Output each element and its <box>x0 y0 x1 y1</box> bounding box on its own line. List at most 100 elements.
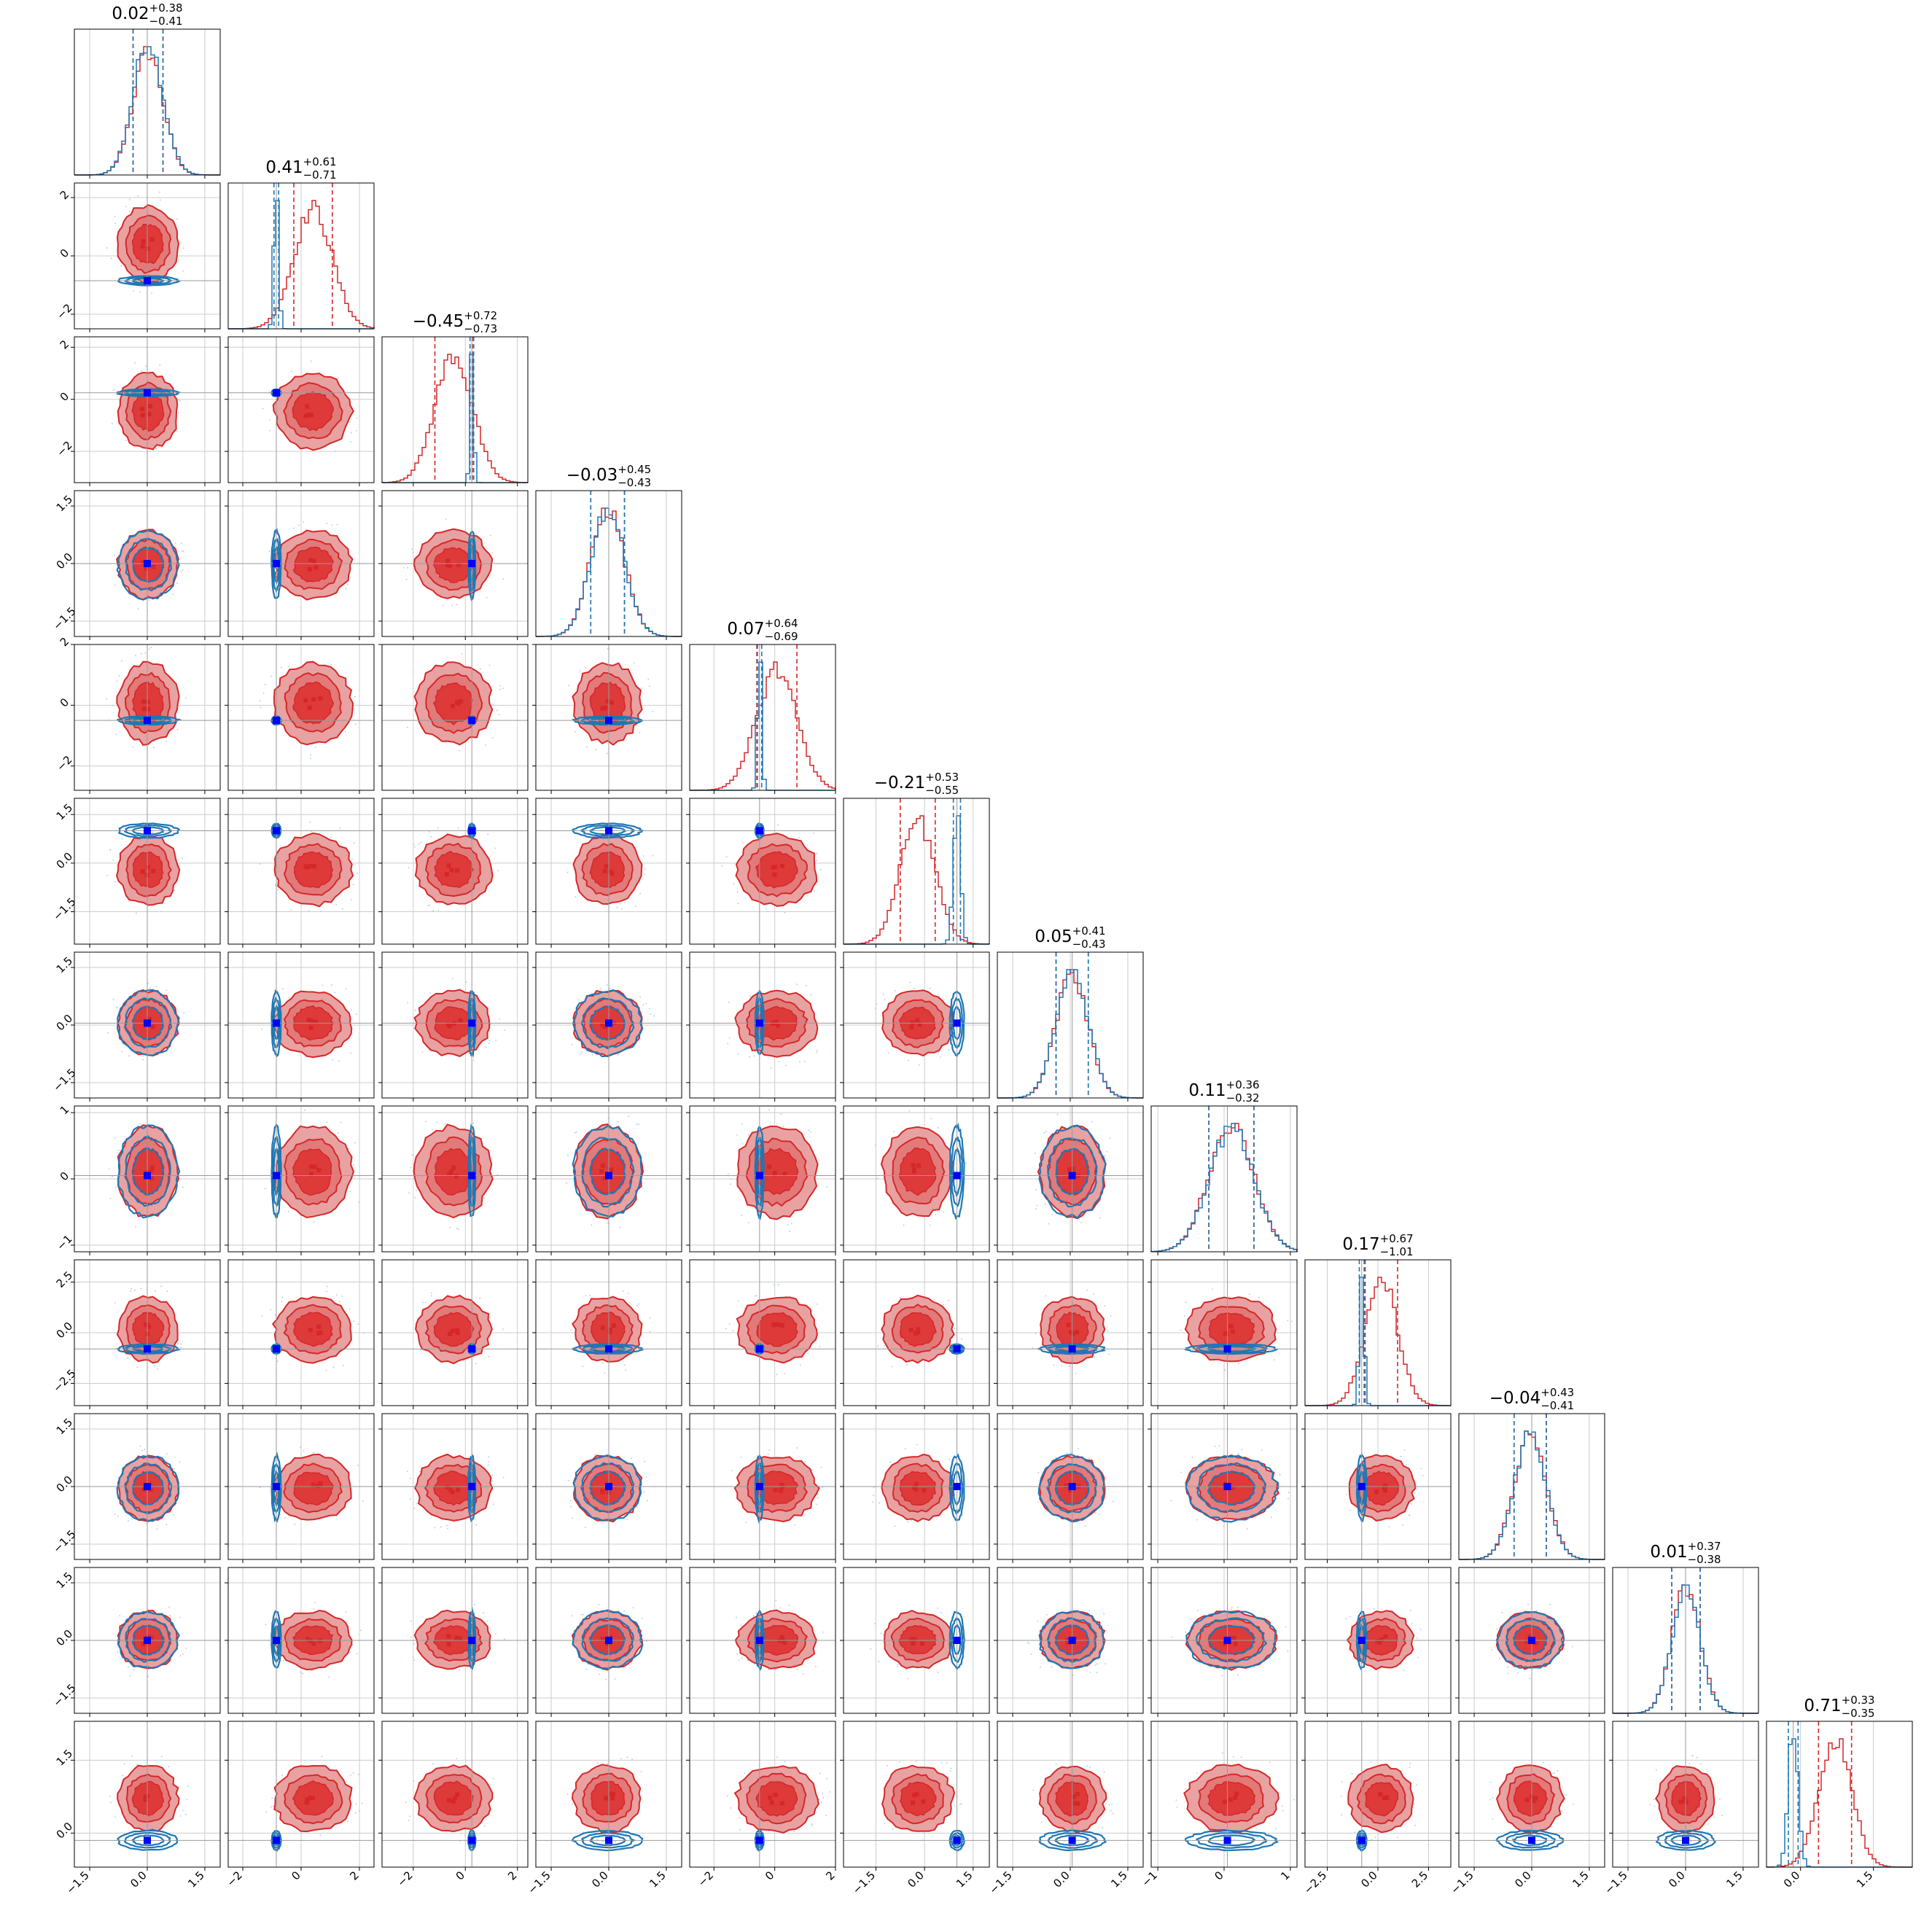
red-marker <box>1683 1799 1688 1804</box>
scatter-point <box>485 744 487 746</box>
scatter-point <box>121 1051 123 1053</box>
scatter-point <box>959 1804 961 1806</box>
scatter-point <box>165 1524 168 1526</box>
scatter-point <box>472 1122 475 1124</box>
scatter-point <box>778 1061 780 1063</box>
scatter-point <box>1045 1295 1047 1297</box>
red-marker <box>600 1022 605 1027</box>
scatter-point <box>411 548 413 550</box>
scatter-point <box>440 1526 442 1528</box>
scatter-point <box>737 903 739 905</box>
scatter-point <box>879 1502 881 1504</box>
marginal-panel-7-7: 0.11+0.36 −0.32 <box>1150 1078 1298 1255</box>
scatter-point <box>1649 1804 1651 1805</box>
scatter-point <box>310 757 311 760</box>
scatter-point <box>1419 1629 1422 1630</box>
red-marker <box>1531 1799 1536 1804</box>
scatter-point <box>491 1480 494 1482</box>
scatter-point <box>889 1461 891 1463</box>
scatter-point <box>118 675 120 677</box>
panel-border <box>381 336 529 483</box>
scatter-point <box>1549 1603 1551 1605</box>
scatter-point <box>341 1296 343 1297</box>
scatter-point <box>352 884 354 886</box>
scatter-point <box>1290 1320 1293 1323</box>
scatter-point <box>1496 1628 1498 1630</box>
red-marker <box>1075 1801 1080 1806</box>
scatter-point <box>447 1527 448 1530</box>
joint-panel-9-8 <box>1301 1413 1452 1563</box>
y-tick-label: 2.5 <box>54 1269 76 1290</box>
red-marker <box>911 1163 916 1168</box>
joint-panel-10-3 <box>532 1567 682 1717</box>
red-marker <box>607 869 612 874</box>
y-tick-label: 2 <box>58 188 71 202</box>
scatter-point <box>293 527 295 529</box>
red-marker <box>779 1635 784 1640</box>
red-marker <box>446 863 451 868</box>
panel-border <box>843 1721 990 1868</box>
scatter-point <box>822 1631 824 1633</box>
joint-panel-6-4 <box>686 951 836 1102</box>
scatter-point <box>420 1349 422 1351</box>
scatter-point <box>414 1197 416 1199</box>
red-marker <box>920 1641 925 1646</box>
truth-marker <box>1223 1637 1231 1644</box>
red-marker <box>1070 1331 1075 1336</box>
scatter-point <box>1112 1500 1114 1503</box>
scatter-point <box>566 1182 567 1184</box>
scatter-point <box>350 441 352 443</box>
scatter-point <box>965 1162 967 1164</box>
red-marker <box>315 1484 320 1489</box>
red-marker <box>910 1020 915 1025</box>
truth-marker <box>144 1019 151 1027</box>
scatter-point <box>334 450 336 452</box>
scatter-point <box>1048 1223 1050 1225</box>
scatter-point <box>1370 1761 1372 1763</box>
scatter-point <box>1106 1150 1107 1153</box>
truth-marker <box>273 827 280 835</box>
scatter-point <box>495 1633 496 1635</box>
red-marker <box>921 1799 926 1804</box>
red-marker <box>141 699 146 704</box>
scatter-point <box>1707 1823 1710 1825</box>
scatter-point <box>1037 1620 1039 1622</box>
scatter-point <box>137 608 139 610</box>
scatter-point <box>876 1177 879 1180</box>
title-minus: −0.32 <box>1226 1091 1260 1105</box>
scatter-point <box>180 542 182 544</box>
scatter-point <box>749 995 751 997</box>
marginal-title: 0.07+0.64 −0.69 <box>727 617 798 643</box>
scatter-point <box>362 1332 365 1334</box>
joint-panel-10-6 <box>994 1567 1144 1717</box>
scatter-point <box>644 868 646 870</box>
scatter-point <box>585 1295 587 1296</box>
x-tick-label: 0.0 <box>1666 1869 1688 1890</box>
scatter-point <box>413 843 415 845</box>
red-marker <box>768 1795 773 1800</box>
scatter-point <box>408 867 410 869</box>
scatter-point <box>110 1801 112 1804</box>
scatter-point <box>631 1457 633 1460</box>
scatter-point <box>326 1285 328 1288</box>
scatter-point <box>179 1655 182 1657</box>
scatter-point <box>261 1028 263 1030</box>
scatter-point <box>748 1222 749 1223</box>
scatter-point <box>173 1468 175 1470</box>
scatter-point <box>186 1799 188 1801</box>
scatter-point <box>174 542 176 545</box>
red-marker <box>150 1024 155 1029</box>
scatter-point <box>1088 1610 1091 1612</box>
red-marker <box>773 1487 778 1492</box>
scatter-point <box>134 655 136 656</box>
x-tick-label: 0 <box>1212 1869 1226 1882</box>
scatter-point <box>270 675 272 677</box>
scatter-point <box>1285 1626 1287 1628</box>
red-marker <box>1228 1323 1234 1328</box>
red-marker <box>311 1641 316 1646</box>
scatter-point <box>156 1528 158 1530</box>
scatter-point <box>1667 1830 1668 1832</box>
scatter-point <box>808 1129 810 1131</box>
marginal-title: 0.17+0.67 −1.01 <box>1342 1232 1413 1258</box>
